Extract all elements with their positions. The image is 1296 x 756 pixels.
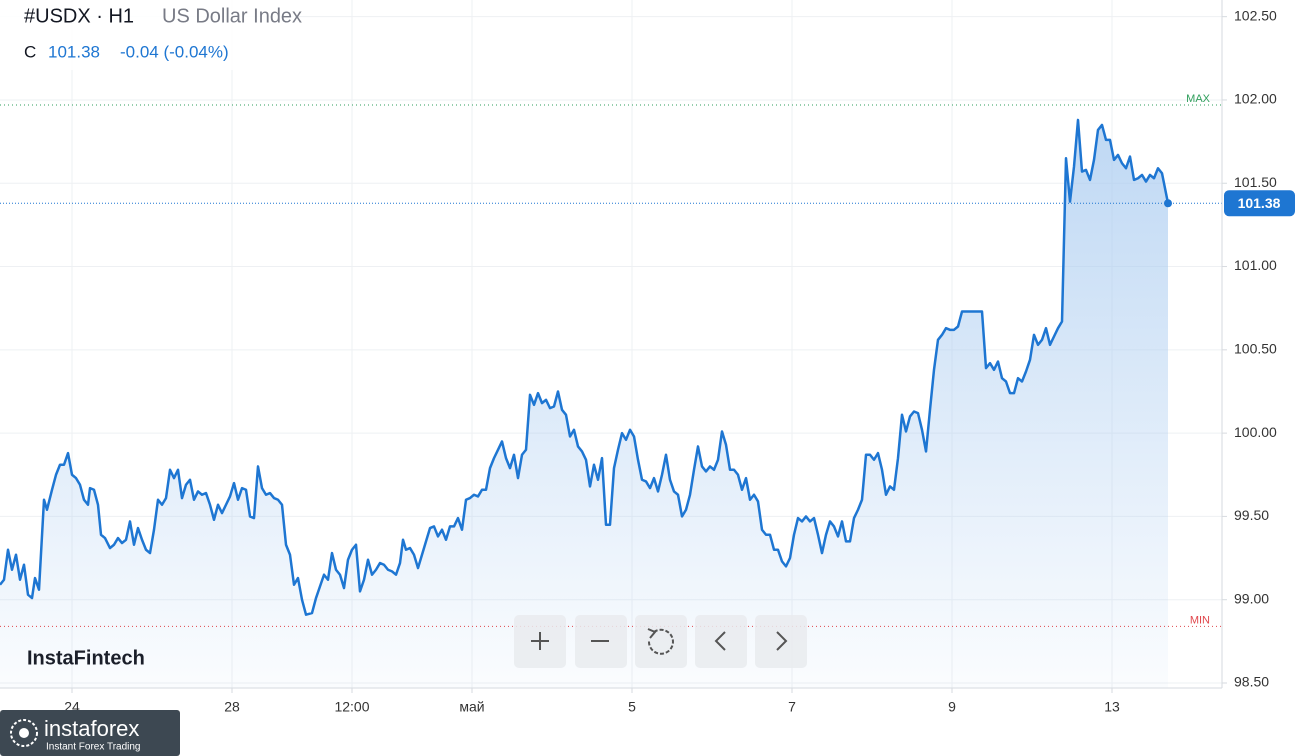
y-tick-label: 98.50 [1234,674,1269,690]
y-tick-label: 101.50 [1234,174,1277,190]
axes: 98.50 99.00 99.50 100.00 100.50 101.00 101.50 1… [64,7,1295,715]
close-change: -0.04 (-0.04%) [120,42,229,61]
x-tick-label: 28 [224,699,240,715]
y-tick-label: 101.00 [1234,257,1277,273]
header-box [0,0,295,70]
overlay: MAX MIN [0,93,1222,627]
area [0,119,1168,688]
annotation-label: MAX [1186,93,1211,105]
y-tick-label: 102.50 [1234,7,1277,23]
close-value: 101.38 [48,42,100,61]
chart-title: #USDX · H1 [24,5,134,27]
last-price-label: 101.38 [1238,195,1281,211]
watermark: InstaFintech [27,647,145,669]
reset-button[interactable] [635,615,687,668]
y-tick-label: 100.50 [1234,341,1277,357]
y-tick-label: 102.00 [1234,91,1277,107]
x-tick-label: 12:00 [334,699,369,715]
scroll-left-button[interactable] [695,615,747,668]
x-tick-label: май [459,699,484,715]
close-label: C [24,42,36,61]
logo: instaforex Instant Forex Trading [0,710,180,756]
logo-text: instaforex [44,716,139,741]
last-price-box [1224,190,1295,217]
chart-subtitle: US Dollar Index [162,5,302,27]
x-tick-label: 5 [628,699,636,715]
x-tick-label: 9 [948,699,956,715]
scroll-right-button[interactable] [755,615,807,668]
annotation-label: MIN [1190,614,1210,626]
price-line [0,118,1170,616]
x-tick-label: 13 [1104,699,1120,715]
toolbar [514,615,807,668]
y-tick-label: 99.00 [1234,590,1269,606]
y-tick-label: 99.50 [1234,507,1269,523]
logo-tagline: Instant Forex Trading [46,742,141,753]
zoom-out-button[interactable] [575,615,627,668]
x-tick-label: 7 [788,699,796,715]
y-tick-label: 100.00 [1234,424,1277,440]
zoom-in-button[interactable] [514,615,566,668]
